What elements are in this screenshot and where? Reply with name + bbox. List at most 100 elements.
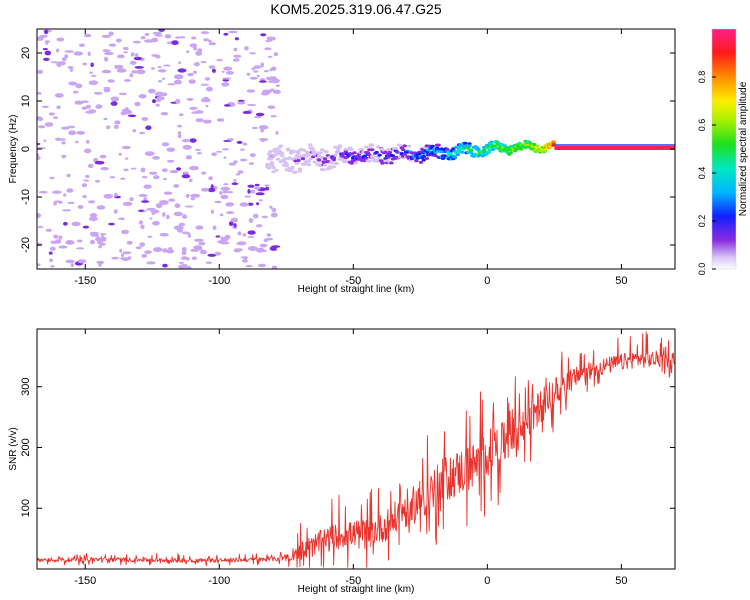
signal-cell <box>266 152 272 156</box>
noise-blob <box>157 66 162 69</box>
noise-blob <box>189 43 198 48</box>
noise-blob <box>254 183 260 187</box>
signal-cell <box>297 169 303 173</box>
spectrogram-x-label: Height of straight line (km) <box>298 284 415 295</box>
noise-blob <box>184 205 194 208</box>
noise-blob <box>44 40 51 43</box>
signal-cell <box>440 157 446 160</box>
x-tick-label: -100 <box>208 275 230 287</box>
noise-blob <box>275 130 279 135</box>
noise-blob <box>156 96 165 101</box>
noise-blob <box>103 117 108 121</box>
noise-blob <box>196 152 202 155</box>
noise-blob <box>236 241 247 246</box>
noise-blob <box>118 217 125 221</box>
signal-cell <box>393 146 398 150</box>
noise-blob <box>116 68 127 73</box>
noise-blob <box>90 232 99 237</box>
noise-blob <box>152 31 163 35</box>
noise-blob <box>188 178 193 183</box>
noise-blob <box>129 73 134 78</box>
noise-blob <box>195 50 203 56</box>
noise-blob <box>96 260 104 265</box>
noise-blob <box>101 69 112 74</box>
noise-blob <box>77 205 84 209</box>
noise-blob <box>164 34 172 39</box>
noise-blob <box>49 246 56 251</box>
noise-blob <box>167 83 176 86</box>
noise-blob <box>201 171 207 175</box>
noise-blob <box>83 179 90 182</box>
noise-blob <box>49 176 55 180</box>
noise-blob <box>143 197 148 202</box>
noise-blob <box>43 139 47 142</box>
signal-cell <box>280 154 285 158</box>
x-tick-label: -150 <box>74 575 96 587</box>
signal-cell <box>271 166 276 170</box>
noise-blob <box>265 39 272 43</box>
noise-blob <box>181 247 187 252</box>
spectrogram-y-label: Frequency (Hz) <box>8 115 19 184</box>
noise-blob <box>100 167 109 171</box>
noise-blob <box>82 195 87 199</box>
noise-blob <box>110 96 120 102</box>
signal-cell <box>306 153 311 157</box>
noise-blob <box>37 92 42 95</box>
noise-blob <box>100 233 107 236</box>
noise-blob <box>240 148 245 151</box>
noise-blob <box>220 186 231 191</box>
noise-blob <box>191 111 199 114</box>
signal-cell <box>331 158 337 162</box>
noise-blob <box>169 170 179 174</box>
noise-blob <box>254 186 261 190</box>
noise-blob <box>82 62 88 66</box>
noise-blob <box>44 122 54 127</box>
noise-blob <box>155 203 163 209</box>
noise-blob <box>222 77 232 80</box>
noise-blob <box>154 34 163 37</box>
noise-blob <box>176 228 184 233</box>
noise-blob <box>271 207 277 213</box>
noise-blob <box>153 175 160 180</box>
signal-cell <box>402 144 407 148</box>
noise-blob <box>133 56 143 61</box>
noise-blob <box>96 205 106 210</box>
signal-cell <box>278 144 283 148</box>
noise-blob <box>189 106 198 110</box>
noise-blob <box>210 209 214 214</box>
colorbar-frame <box>711 28 737 270</box>
noise-blob <box>122 46 129 51</box>
noise-blob <box>82 225 89 229</box>
noise-blob <box>222 78 230 82</box>
noise-blob <box>186 98 194 101</box>
noise-blob <box>204 77 211 81</box>
signal-cell <box>451 147 456 151</box>
noise-blob <box>255 247 265 253</box>
noise-blob <box>64 50 74 53</box>
noise-blob <box>186 50 190 54</box>
noise-blob <box>89 71 93 74</box>
noise-blob <box>144 39 154 43</box>
noise-blob <box>244 195 252 198</box>
noise-blob <box>50 265 55 268</box>
noise-blob <box>48 251 53 255</box>
noise-blob <box>140 36 146 40</box>
colorbar-gradient <box>712 29 736 269</box>
noise-blob <box>72 90 79 94</box>
colorbar-tick-label: 0.8 <box>697 71 707 84</box>
noise-blob <box>141 254 148 258</box>
noise-blob <box>89 213 98 218</box>
noise-blob <box>258 138 269 141</box>
noise-blob <box>123 51 128 54</box>
noise-blob <box>126 240 133 245</box>
noise-blob <box>212 68 216 73</box>
noise-blob <box>220 236 224 241</box>
noise-blob <box>233 160 238 164</box>
noise-blob <box>216 58 223 62</box>
noise-blob <box>152 156 161 160</box>
signal-cell <box>316 158 322 162</box>
noise-blob <box>224 104 231 107</box>
noise-blob <box>237 99 245 102</box>
noise-blob <box>219 191 223 195</box>
